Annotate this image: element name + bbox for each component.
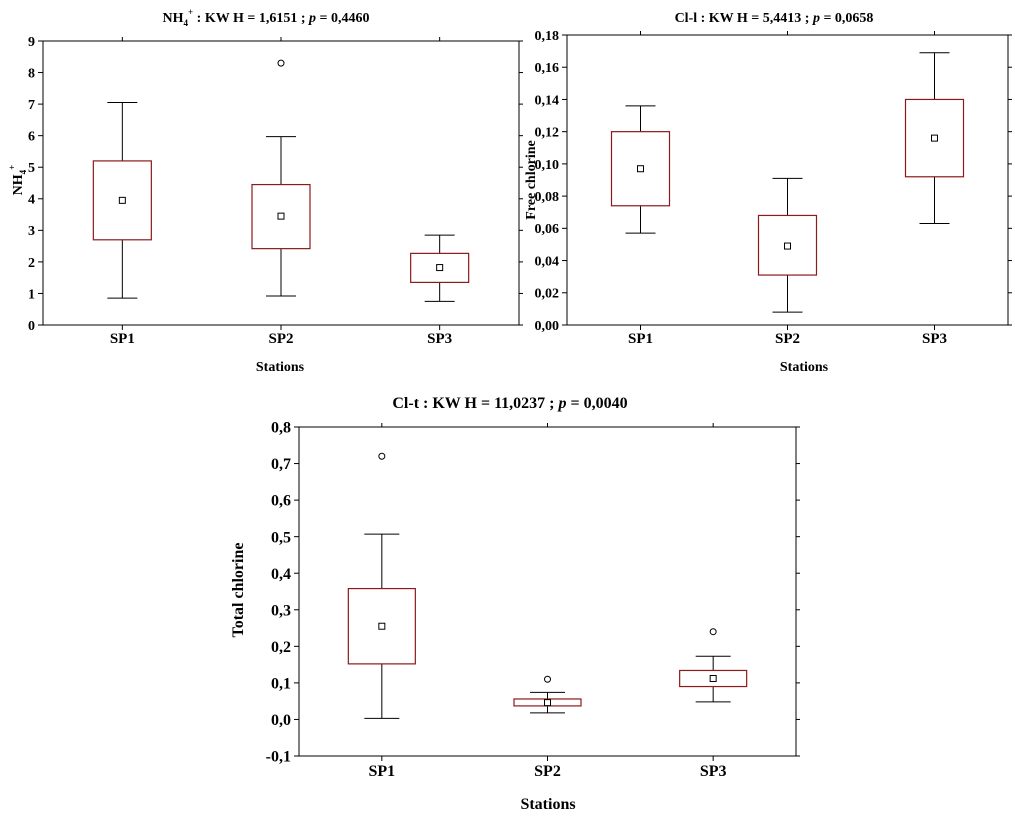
panel-total-chlorine-title: Cl-t : KW H = 11,0237 ; p = 0,0040 — [392, 395, 627, 412]
x-tick-label-sp3: SP3 — [922, 331, 947, 347]
panel-nh4: NH4+ : KW H = 1,6151 ; p = 0,4460 NH4+ S… — [7, 7, 523, 375]
median-marker — [709, 675, 717, 683]
x-tick-label-sp1: SP1 — [110, 331, 135, 347]
x-tick-label-sp3: SP3 — [700, 763, 727, 780]
y-tick-label: 6 — [28, 130, 35, 145]
y-tick-label: 0 — [28, 319, 35, 334]
panel-free-chlorine-plot: 0,00 0,02 0,04 0,06 0,08 0,10 0,12 0,14 0,16 0,18… — [535, 29, 1012, 347]
outlier-point — [277, 59, 285, 67]
box-sp1 — [92, 102, 152, 299]
y-tick-label: 4 — [28, 193, 35, 208]
y-tick-label: 7 — [28, 98, 35, 113]
iqr-box — [904, 98, 965, 178]
y-tick-label: 0,8 — [271, 420, 291, 437]
y-tick-label: 0,7 — [271, 456, 291, 473]
x-tick-label-sp2: SP2 — [268, 331, 293, 347]
box-sp1 — [347, 452, 416, 719]
outlier-point — [709, 628, 717, 636]
y-tick-label: 0,1 — [271, 675, 291, 692]
median-marker — [378, 622, 386, 630]
panel-nh4-xlabel: Stations — [256, 360, 305, 375]
median-marker — [118, 196, 126, 204]
y-tick-label: 5 — [28, 161, 35, 176]
box-sp3 — [410, 234, 470, 302]
x-tick-label-sp1: SP1 — [628, 331, 653, 347]
panel-free-chlorine-title: Cl-l : KW H = 5,4413 ; p = 0,0658 — [675, 11, 874, 26]
box-sp1 — [610, 105, 671, 234]
median-marker — [784, 242, 791, 250]
y-tick-label: 0,06 — [535, 222, 560, 237]
y-tick-label: 0,18 — [535, 29, 560, 44]
y-tick-label: 0,08 — [535, 190, 560, 205]
y-tick-label: -0,1 — [266, 749, 291, 766]
y-tick-label: 9 — [28, 35, 35, 50]
y-tick-label: 0,16 — [535, 61, 560, 76]
y-tick-label: 8 — [28, 66, 35, 81]
panel-free-chlorine: Cl-l : KW H = 5,4413 ; p = 0,0658 Free c… — [524, 11, 1012, 375]
y-tick-label: 0,02 — [535, 287, 560, 302]
outlier-point — [544, 675, 551, 683]
median-marker — [277, 212, 285, 220]
panel-nh4-ylabel: NH4+ — [7, 165, 28, 196]
box-sp2 — [251, 59, 311, 297]
x-tick-label-sp2: SP2 — [775, 331, 800, 347]
panel-free-chlorine-xlabel: Stations — [780, 360, 829, 375]
box-sp3 — [904, 52, 965, 224]
y-tick-label: 0,5 — [271, 529, 291, 546]
panel-nh4-title: NH4+ : KW H = 1,6151 ; p = 0,4460 — [163, 7, 370, 28]
y-tick-label: 1 — [28, 287, 35, 302]
y-tick-label: 0,12 — [535, 126, 560, 141]
y-tick-label: 0,4 — [271, 566, 291, 583]
median-marker — [544, 699, 551, 707]
panel-total-chlorine-ylabel: Total chlorine — [230, 543, 247, 638]
y-tick-label: 0,6 — [271, 493, 291, 510]
y-tick-label: 0,0 — [271, 712, 291, 729]
box-sp2 — [757, 177, 818, 313]
median-marker — [931, 134, 938, 142]
y-tick-label: 3 — [28, 224, 35, 239]
x-tick-label-sp3: SP3 — [427, 331, 452, 347]
panel-free-chlorine-ylabel: Free chlorine — [524, 140, 539, 219]
panel-total-chlorine-xlabel: Stations — [520, 796, 575, 813]
y-tick-label: 0,3 — [271, 602, 291, 619]
box-sp2 — [513, 675, 582, 714]
y-tick-label: 0,10 — [535, 158, 560, 173]
median-marker — [436, 264, 444, 272]
x-tick-label-sp1: SP1 — [368, 763, 395, 780]
x-tick-label-sp2: SP2 — [534, 763, 561, 780]
y-tick-label: 0,04 — [535, 254, 560, 269]
panel-total-chlorine: Cl-t : KW H = 11,0237 ; p = 0,0040 Total… — [230, 395, 800, 813]
panel-total-chlorine-plot: -0,1 0,0 0,1 0,2 0,3 0,4 0,5 0,6 0,7 0,8 SP1 SP2 SP3 — [266, 420, 800, 780]
box-sp3 — [679, 628, 748, 703]
y-tick-label: 0,2 — [271, 639, 291, 656]
y-tick-label: 0,00 — [535, 319, 560, 334]
y-tick-label: 0,14 — [535, 93, 560, 108]
panel-nh4-plot: 0 1 2 3 4 5 6 7 8 9 SP1 SP2 SP3 — [28, 35, 523, 347]
outlier-point — [378, 452, 386, 460]
y-tick-label: 2 — [28, 256, 35, 271]
median-marker — [637, 165, 644, 173]
